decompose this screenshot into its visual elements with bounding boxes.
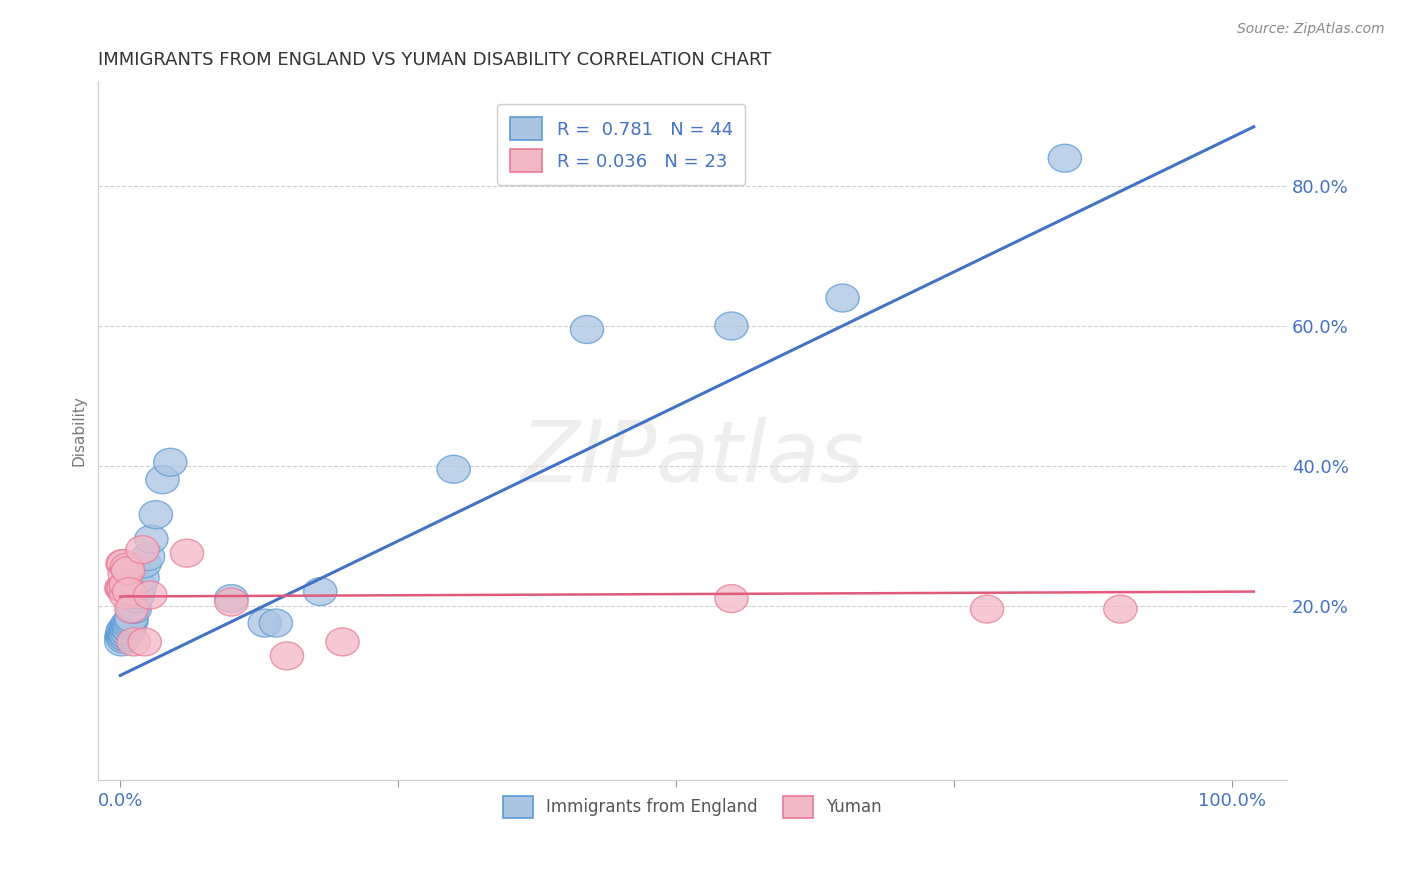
Ellipse shape bbox=[131, 542, 165, 571]
Ellipse shape bbox=[117, 628, 150, 656]
Ellipse shape bbox=[326, 628, 359, 656]
Ellipse shape bbox=[104, 574, 138, 602]
Ellipse shape bbox=[153, 449, 187, 476]
Ellipse shape bbox=[110, 621, 142, 648]
Ellipse shape bbox=[105, 549, 139, 578]
Ellipse shape bbox=[121, 578, 153, 606]
Ellipse shape bbox=[437, 455, 470, 483]
Ellipse shape bbox=[121, 581, 155, 609]
Ellipse shape bbox=[108, 620, 142, 648]
Ellipse shape bbox=[110, 618, 143, 646]
Ellipse shape bbox=[825, 284, 859, 312]
Ellipse shape bbox=[127, 536, 159, 564]
Ellipse shape bbox=[107, 620, 141, 648]
Ellipse shape bbox=[146, 466, 179, 494]
Ellipse shape bbox=[108, 623, 142, 651]
Ellipse shape bbox=[115, 595, 149, 623]
Ellipse shape bbox=[215, 588, 247, 616]
Text: Source: ZipAtlas.com: Source: ZipAtlas.com bbox=[1237, 22, 1385, 37]
Ellipse shape bbox=[970, 595, 1004, 623]
Ellipse shape bbox=[120, 584, 152, 613]
Ellipse shape bbox=[215, 584, 247, 613]
Ellipse shape bbox=[247, 609, 281, 637]
Ellipse shape bbox=[105, 621, 139, 648]
Text: ZIPatlas: ZIPatlas bbox=[520, 417, 865, 500]
Ellipse shape bbox=[115, 607, 148, 635]
Ellipse shape bbox=[139, 500, 173, 529]
Ellipse shape bbox=[110, 553, 143, 581]
Legend: Immigrants from England, Yuman: Immigrants from England, Yuman bbox=[496, 789, 889, 824]
Ellipse shape bbox=[127, 564, 159, 591]
Ellipse shape bbox=[270, 642, 304, 670]
Ellipse shape bbox=[112, 616, 146, 644]
Ellipse shape bbox=[714, 584, 748, 613]
Ellipse shape bbox=[1104, 595, 1137, 623]
Ellipse shape bbox=[104, 623, 138, 651]
Ellipse shape bbox=[124, 572, 157, 600]
Ellipse shape bbox=[115, 604, 148, 632]
Ellipse shape bbox=[105, 617, 139, 646]
Text: IMMIGRANTS FROM ENGLAND VS YUMAN DISABILITY CORRELATION CHART: IMMIGRANTS FROM ENGLAND VS YUMAN DISABIL… bbox=[98, 51, 772, 69]
Ellipse shape bbox=[110, 581, 142, 609]
Ellipse shape bbox=[105, 574, 139, 602]
Ellipse shape bbox=[107, 574, 141, 602]
Ellipse shape bbox=[714, 312, 748, 340]
Ellipse shape bbox=[112, 611, 146, 639]
Ellipse shape bbox=[304, 578, 337, 606]
Ellipse shape bbox=[170, 539, 204, 567]
Ellipse shape bbox=[107, 549, 141, 578]
Ellipse shape bbox=[107, 625, 141, 653]
Ellipse shape bbox=[107, 616, 141, 644]
Y-axis label: Disability: Disability bbox=[72, 395, 86, 467]
Ellipse shape bbox=[128, 549, 162, 578]
Ellipse shape bbox=[118, 595, 152, 623]
Ellipse shape bbox=[259, 609, 292, 637]
Ellipse shape bbox=[114, 609, 146, 637]
Ellipse shape bbox=[108, 560, 142, 588]
Ellipse shape bbox=[135, 525, 169, 553]
Ellipse shape bbox=[111, 609, 145, 637]
Ellipse shape bbox=[104, 628, 138, 656]
Ellipse shape bbox=[110, 571, 142, 599]
Ellipse shape bbox=[1049, 145, 1081, 172]
Ellipse shape bbox=[110, 616, 142, 644]
Ellipse shape bbox=[128, 628, 162, 656]
Ellipse shape bbox=[111, 613, 145, 640]
Ellipse shape bbox=[115, 595, 148, 623]
Ellipse shape bbox=[571, 316, 603, 343]
Ellipse shape bbox=[110, 613, 142, 640]
Ellipse shape bbox=[110, 614, 143, 642]
Ellipse shape bbox=[112, 578, 146, 606]
Ellipse shape bbox=[111, 557, 145, 584]
Ellipse shape bbox=[117, 591, 150, 620]
Ellipse shape bbox=[134, 581, 167, 609]
